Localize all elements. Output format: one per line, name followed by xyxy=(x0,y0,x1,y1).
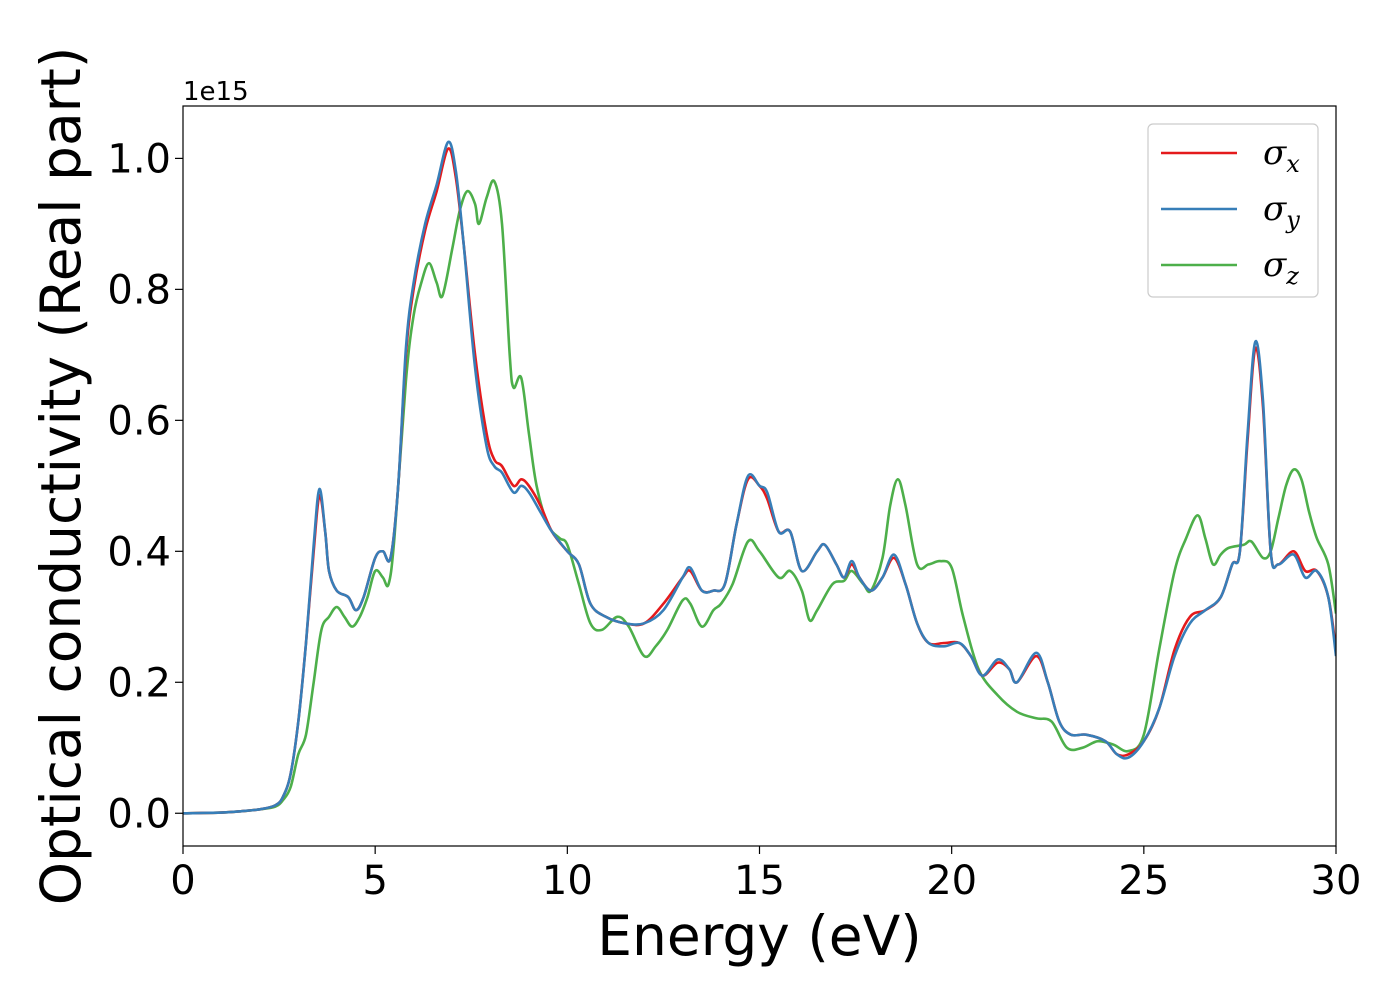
plot-area xyxy=(183,106,1336,846)
series-line-y xyxy=(183,140,1336,815)
x-axis-ticks: 0 5 10 15 20 25 30 xyxy=(170,846,1361,904)
x-tick-label: 0 xyxy=(170,858,195,904)
y-axis-ticks: 0.0 0.2 0.4 0.6 0.8 1.0 xyxy=(107,136,183,837)
y-tick-label: 0.4 xyxy=(107,529,171,575)
legend-frame xyxy=(1147,123,1319,298)
y-tick-label: 1.0 xyxy=(107,136,171,182)
x-tick-label: 10 xyxy=(542,858,593,904)
x-tick-label: 30 xyxy=(1311,858,1362,904)
y-tick-label: 0.0 xyxy=(107,791,171,837)
y-tick-label: 0.8 xyxy=(107,267,171,313)
y-axis-offset-label: 1e15 xyxy=(183,77,249,107)
x-axis-title: Energy (eV) xyxy=(597,904,921,968)
x-tick-label: 20 xyxy=(926,858,977,904)
y-tick-label: 0.6 xyxy=(107,398,171,444)
series-layer xyxy=(183,140,1336,815)
x-tick-label: 15 xyxy=(734,858,785,904)
x-tick-label: 25 xyxy=(1118,858,1169,904)
y-axis-title: Optical conductivity (Real part) xyxy=(29,47,93,906)
y-tick-label: 0.2 xyxy=(107,660,171,706)
x-tick-label: 5 xyxy=(362,858,387,904)
series-line-z xyxy=(183,179,1336,815)
